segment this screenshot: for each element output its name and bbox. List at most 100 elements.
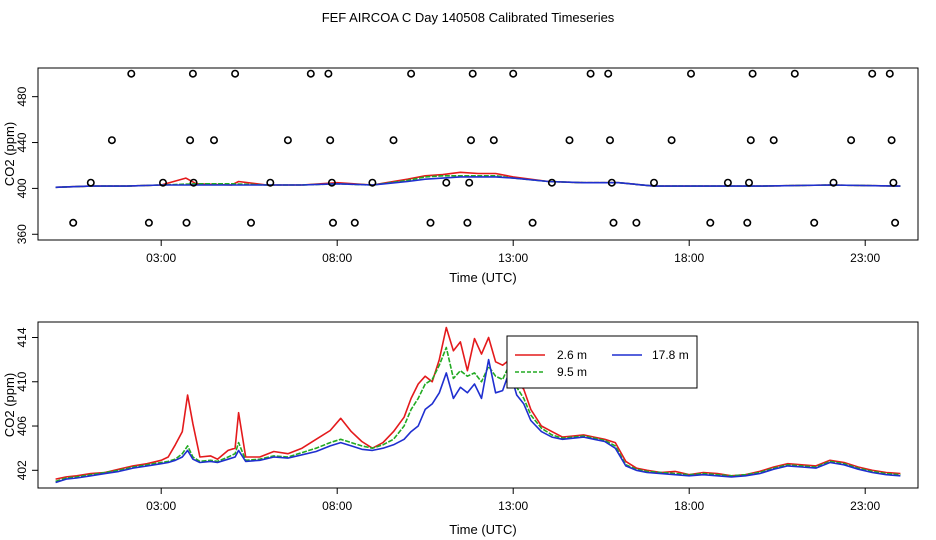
bottom-plot-frame (37, 321, 919, 489)
top-marker-point (69, 218, 78, 227)
top-panel: 03:00 08:00 13:00 18:00 23:00 360 400 440 480 Ti… (2, 67, 919, 285)
top-marker-point (607, 178, 616, 187)
bottom-x-tick-label: 08:00 (322, 499, 352, 513)
top-marker-point (723, 178, 732, 187)
top-marker-point (706, 218, 715, 227)
top-marker-point (891, 218, 900, 227)
bottom-series-17-8-m (55, 358, 901, 484)
bottom-panel: 03:00 08:00 13:00 18:00 23:00 402 406 410 414 Ti… (2, 321, 919, 537)
top-marker-point (565, 136, 574, 145)
top-marker-point (127, 69, 136, 78)
top-marker-point (547, 178, 556, 187)
legend-label-17-8m: 17.8 m (652, 348, 689, 362)
legend-label-2-6m: 2.6 m (557, 348, 587, 362)
figure-title: FEF AIRCOA C Day 140508 Calibrated Times… (322, 10, 615, 25)
bottom-x-tick-label: 13:00 (498, 499, 528, 513)
top-marker-point (186, 136, 195, 145)
top-marker-point (528, 218, 537, 227)
top-marker-point (744, 178, 753, 187)
top-marker-point (489, 136, 498, 145)
top-marker-point (769, 136, 778, 145)
top-marker-point (746, 136, 755, 145)
top-marker-point (868, 69, 877, 78)
top-y-tick-label: 400 (15, 178, 29, 198)
top-marker-point (368, 178, 377, 187)
top-marker-point (328, 218, 337, 227)
top-marker-point (743, 218, 752, 227)
top-marker-point (885, 69, 894, 78)
bottom-x-tick-label: 03:00 (146, 499, 176, 513)
top-marker-point (188, 69, 197, 78)
top-marker-point (426, 218, 435, 227)
top-marker-point (609, 218, 618, 227)
top-marker-point (463, 218, 472, 227)
top-marker-point (144, 218, 153, 227)
legend-box (506, 335, 698, 389)
top-marker-point (182, 218, 191, 227)
top-y-tick-label: 440 (15, 132, 29, 152)
top-marker-point (86, 178, 95, 187)
top-marker-point (810, 218, 819, 227)
top-marker-point (604, 69, 613, 78)
top-x-axis-label: Time (UTC) (449, 270, 516, 285)
bottom-x-tick-label: 23:00 (850, 499, 880, 513)
top-marker-point (442, 178, 451, 187)
bottom-series-2-6-m (55, 326, 901, 480)
top-marker-point (210, 136, 219, 145)
top-marker-point (667, 136, 676, 145)
top-series (55, 171, 901, 189)
legend: 2.6 m 17.8 m 9.5 m (506, 335, 698, 389)
bottom-y-tick-label: 406 (15, 416, 29, 436)
top-marker-point (231, 69, 240, 78)
top-marker-point (605, 136, 614, 145)
top-axes: 03:00 08:00 13:00 18:00 23:00 360 400 440 480 (15, 86, 881, 265)
bottom-axes: 03:00 08:00 13:00 18:00 23:00 402 406 410 414 (15, 327, 881, 513)
top-marker-point (107, 136, 116, 145)
top-marker-point (159, 178, 168, 187)
bottom-y-axis-label: CO2 (ppm) (2, 373, 17, 437)
top-marker-point (407, 69, 416, 78)
top-marker-point (468, 69, 477, 78)
bottom-y-tick-label: 414 (15, 327, 29, 347)
top-marker-point (465, 178, 474, 187)
top-marker-point (327, 178, 336, 187)
top-marker-point (686, 69, 695, 78)
top-marker-point (586, 69, 595, 78)
top-marker-point (649, 178, 658, 187)
top-marker-point (389, 136, 398, 145)
top-marker-point (847, 136, 856, 145)
top-y-axis-label: CO2 (ppm) (2, 122, 17, 186)
bottom-series (55, 326, 901, 484)
top-marker-point (829, 178, 838, 187)
top-marker-point (889, 178, 898, 187)
top-marker-point (283, 136, 292, 145)
top-marker-point (790, 69, 799, 78)
top-marker-point (306, 69, 315, 78)
top-x-tick-label: 03:00 (146, 251, 176, 265)
bottom-y-tick-label: 402 (15, 460, 29, 480)
legend-label-9-5m: 9.5 m (557, 365, 587, 379)
bottom-x-tick-label: 18:00 (674, 499, 704, 513)
top-plot-frame (37, 67, 919, 241)
top-marker-point (887, 136, 896, 145)
top-x-tick-label: 13:00 (498, 251, 528, 265)
top-marker-point (247, 218, 256, 227)
bottom-x-axis-label: Time (UTC) (449, 522, 516, 537)
top-marker-point (324, 69, 333, 78)
bottom-series-9-5-m (55, 346, 901, 483)
top-y-tick-label: 480 (15, 86, 29, 106)
top-marker-point (350, 218, 359, 227)
top-marker-point (632, 218, 641, 227)
bottom-y-tick-label: 410 (15, 371, 29, 391)
top-markers (69, 69, 900, 227)
top-marker-point (509, 69, 518, 78)
top-marker-point (466, 136, 475, 145)
top-marker-point (266, 178, 275, 187)
top-x-tick-label: 23:00 (850, 251, 880, 265)
top-x-tick-label: 18:00 (674, 251, 704, 265)
top-x-tick-label: 08:00 (322, 251, 352, 265)
top-marker-point (189, 178, 198, 187)
top-y-tick-label: 360 (15, 224, 29, 244)
top-marker-point (326, 136, 335, 145)
